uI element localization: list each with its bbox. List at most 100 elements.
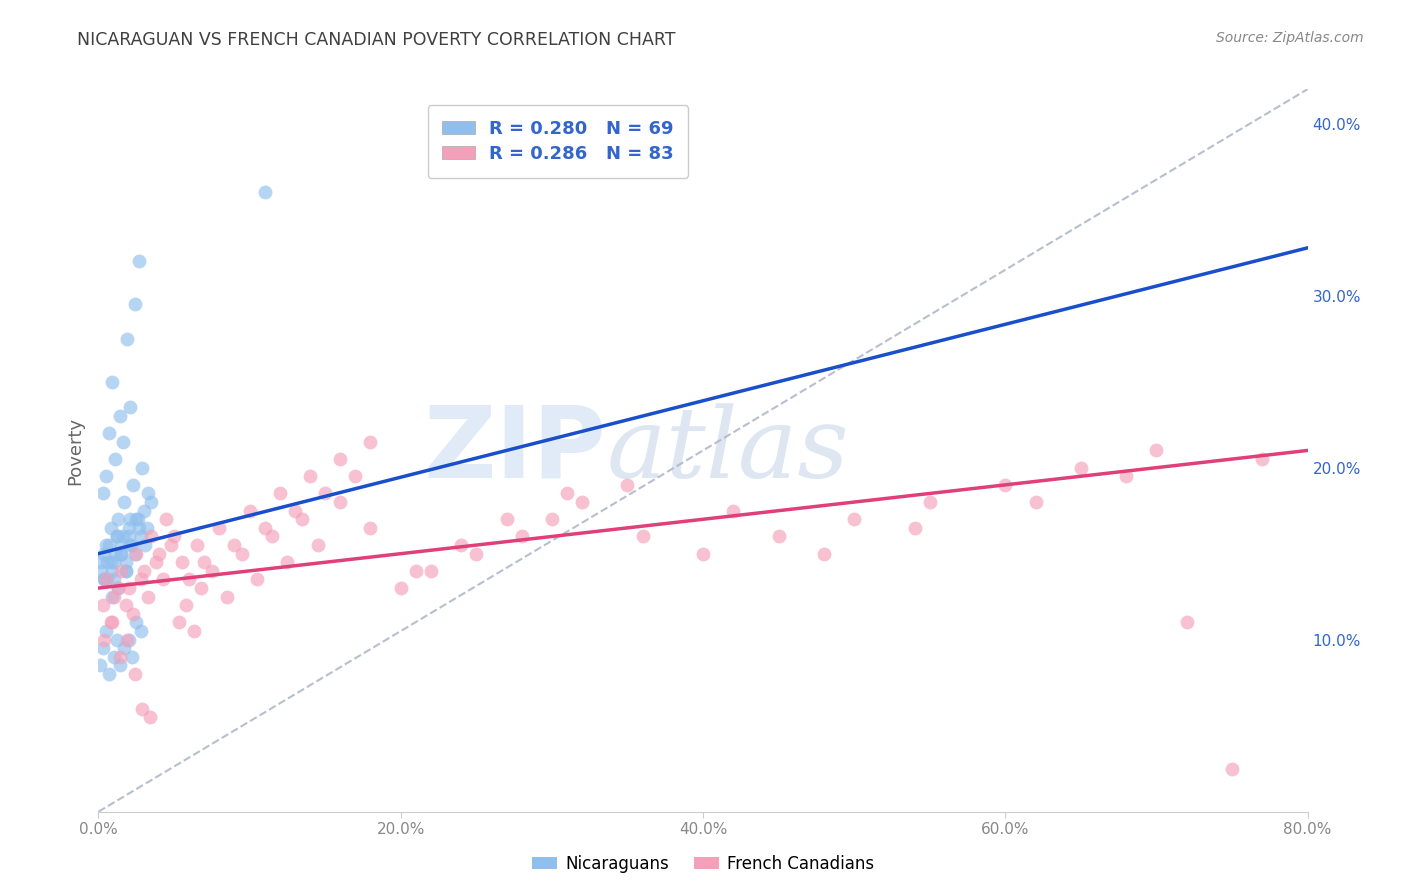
Point bbox=[118, 529, 141, 543]
Point bbox=[193, 555, 215, 569]
Point bbox=[450, 538, 472, 552]
Point bbox=[844, 512, 866, 526]
Point bbox=[94, 624, 117, 639]
Point bbox=[89, 658, 111, 673]
Point bbox=[141, 495, 163, 509]
Point bbox=[1115, 469, 1137, 483]
Point bbox=[91, 486, 114, 500]
Point bbox=[163, 529, 186, 543]
Point bbox=[201, 564, 224, 578]
Point bbox=[405, 564, 427, 578]
Point bbox=[94, 538, 117, 552]
Point bbox=[918, 495, 941, 509]
Point bbox=[100, 521, 122, 535]
Point bbox=[98, 667, 121, 681]
Point bbox=[129, 624, 152, 639]
Point bbox=[344, 469, 367, 483]
Point bbox=[994, 478, 1017, 492]
Point bbox=[239, 503, 262, 517]
Point bbox=[101, 590, 124, 604]
Point bbox=[108, 658, 131, 673]
Point bbox=[105, 529, 128, 543]
Point bbox=[101, 615, 124, 630]
Point bbox=[692, 547, 714, 561]
Text: ZIP: ZIP bbox=[423, 402, 606, 499]
Point bbox=[131, 701, 153, 715]
Point bbox=[98, 426, 121, 441]
Point bbox=[299, 469, 322, 483]
Point bbox=[132, 503, 155, 517]
Point bbox=[114, 564, 136, 578]
Point bbox=[103, 573, 125, 587]
Point bbox=[136, 486, 159, 500]
Point bbox=[134, 538, 156, 552]
Point bbox=[111, 529, 134, 543]
Point bbox=[139, 710, 162, 724]
Point bbox=[107, 581, 129, 595]
Point bbox=[329, 495, 352, 509]
Point bbox=[104, 452, 127, 467]
Point bbox=[571, 495, 593, 509]
Point bbox=[127, 512, 149, 526]
Point bbox=[360, 521, 382, 535]
Point bbox=[813, 547, 835, 561]
Point bbox=[1146, 443, 1168, 458]
Point bbox=[224, 538, 246, 552]
Legend: Nicaraguans, French Canadians: Nicaraguans, French Canadians bbox=[524, 848, 882, 880]
Point bbox=[93, 573, 115, 587]
Point bbox=[93, 547, 115, 561]
Point bbox=[262, 529, 284, 543]
Point bbox=[723, 503, 745, 517]
Point bbox=[136, 590, 159, 604]
Text: Source: ZipAtlas.com: Source: ZipAtlas.com bbox=[1216, 31, 1364, 45]
Point bbox=[155, 512, 177, 526]
Point bbox=[118, 632, 141, 647]
Text: atlas: atlas bbox=[606, 403, 849, 498]
Point bbox=[124, 547, 146, 561]
Point bbox=[616, 478, 638, 492]
Point bbox=[495, 512, 517, 526]
Point bbox=[118, 581, 141, 595]
Point bbox=[112, 641, 135, 656]
Point bbox=[420, 564, 443, 578]
Point bbox=[94, 469, 117, 483]
Point bbox=[125, 615, 148, 630]
Point bbox=[110, 547, 132, 561]
Point bbox=[231, 547, 253, 561]
Point bbox=[465, 547, 488, 561]
Point bbox=[129, 573, 152, 587]
Point bbox=[91, 641, 114, 656]
Point bbox=[125, 547, 148, 561]
Point bbox=[141, 529, 163, 543]
Point bbox=[284, 503, 307, 517]
Point bbox=[540, 512, 562, 526]
Point bbox=[104, 547, 127, 561]
Point bbox=[167, 615, 190, 630]
Point bbox=[128, 254, 150, 268]
Point bbox=[103, 555, 125, 569]
Legend: R = 0.280   N = 69, R = 0.286   N = 83: R = 0.280 N = 69, R = 0.286 N = 83 bbox=[427, 105, 688, 178]
Point bbox=[135, 521, 157, 535]
Point bbox=[122, 607, 145, 621]
Point bbox=[90, 555, 112, 569]
Point bbox=[125, 512, 148, 526]
Point bbox=[110, 564, 132, 578]
Point bbox=[105, 529, 128, 543]
Point bbox=[904, 521, 927, 535]
Point bbox=[329, 452, 352, 467]
Point bbox=[246, 573, 269, 587]
Point bbox=[100, 615, 122, 630]
Point bbox=[108, 409, 131, 423]
Point bbox=[768, 529, 790, 543]
Point bbox=[124, 667, 146, 681]
Point bbox=[111, 434, 134, 449]
Point bbox=[118, 521, 141, 535]
Point bbox=[131, 460, 153, 475]
Point bbox=[186, 538, 208, 552]
Point bbox=[107, 581, 129, 595]
Point bbox=[115, 632, 138, 647]
Point bbox=[129, 529, 152, 543]
Point bbox=[121, 538, 143, 552]
Point bbox=[94, 573, 117, 587]
Point bbox=[1251, 452, 1274, 467]
